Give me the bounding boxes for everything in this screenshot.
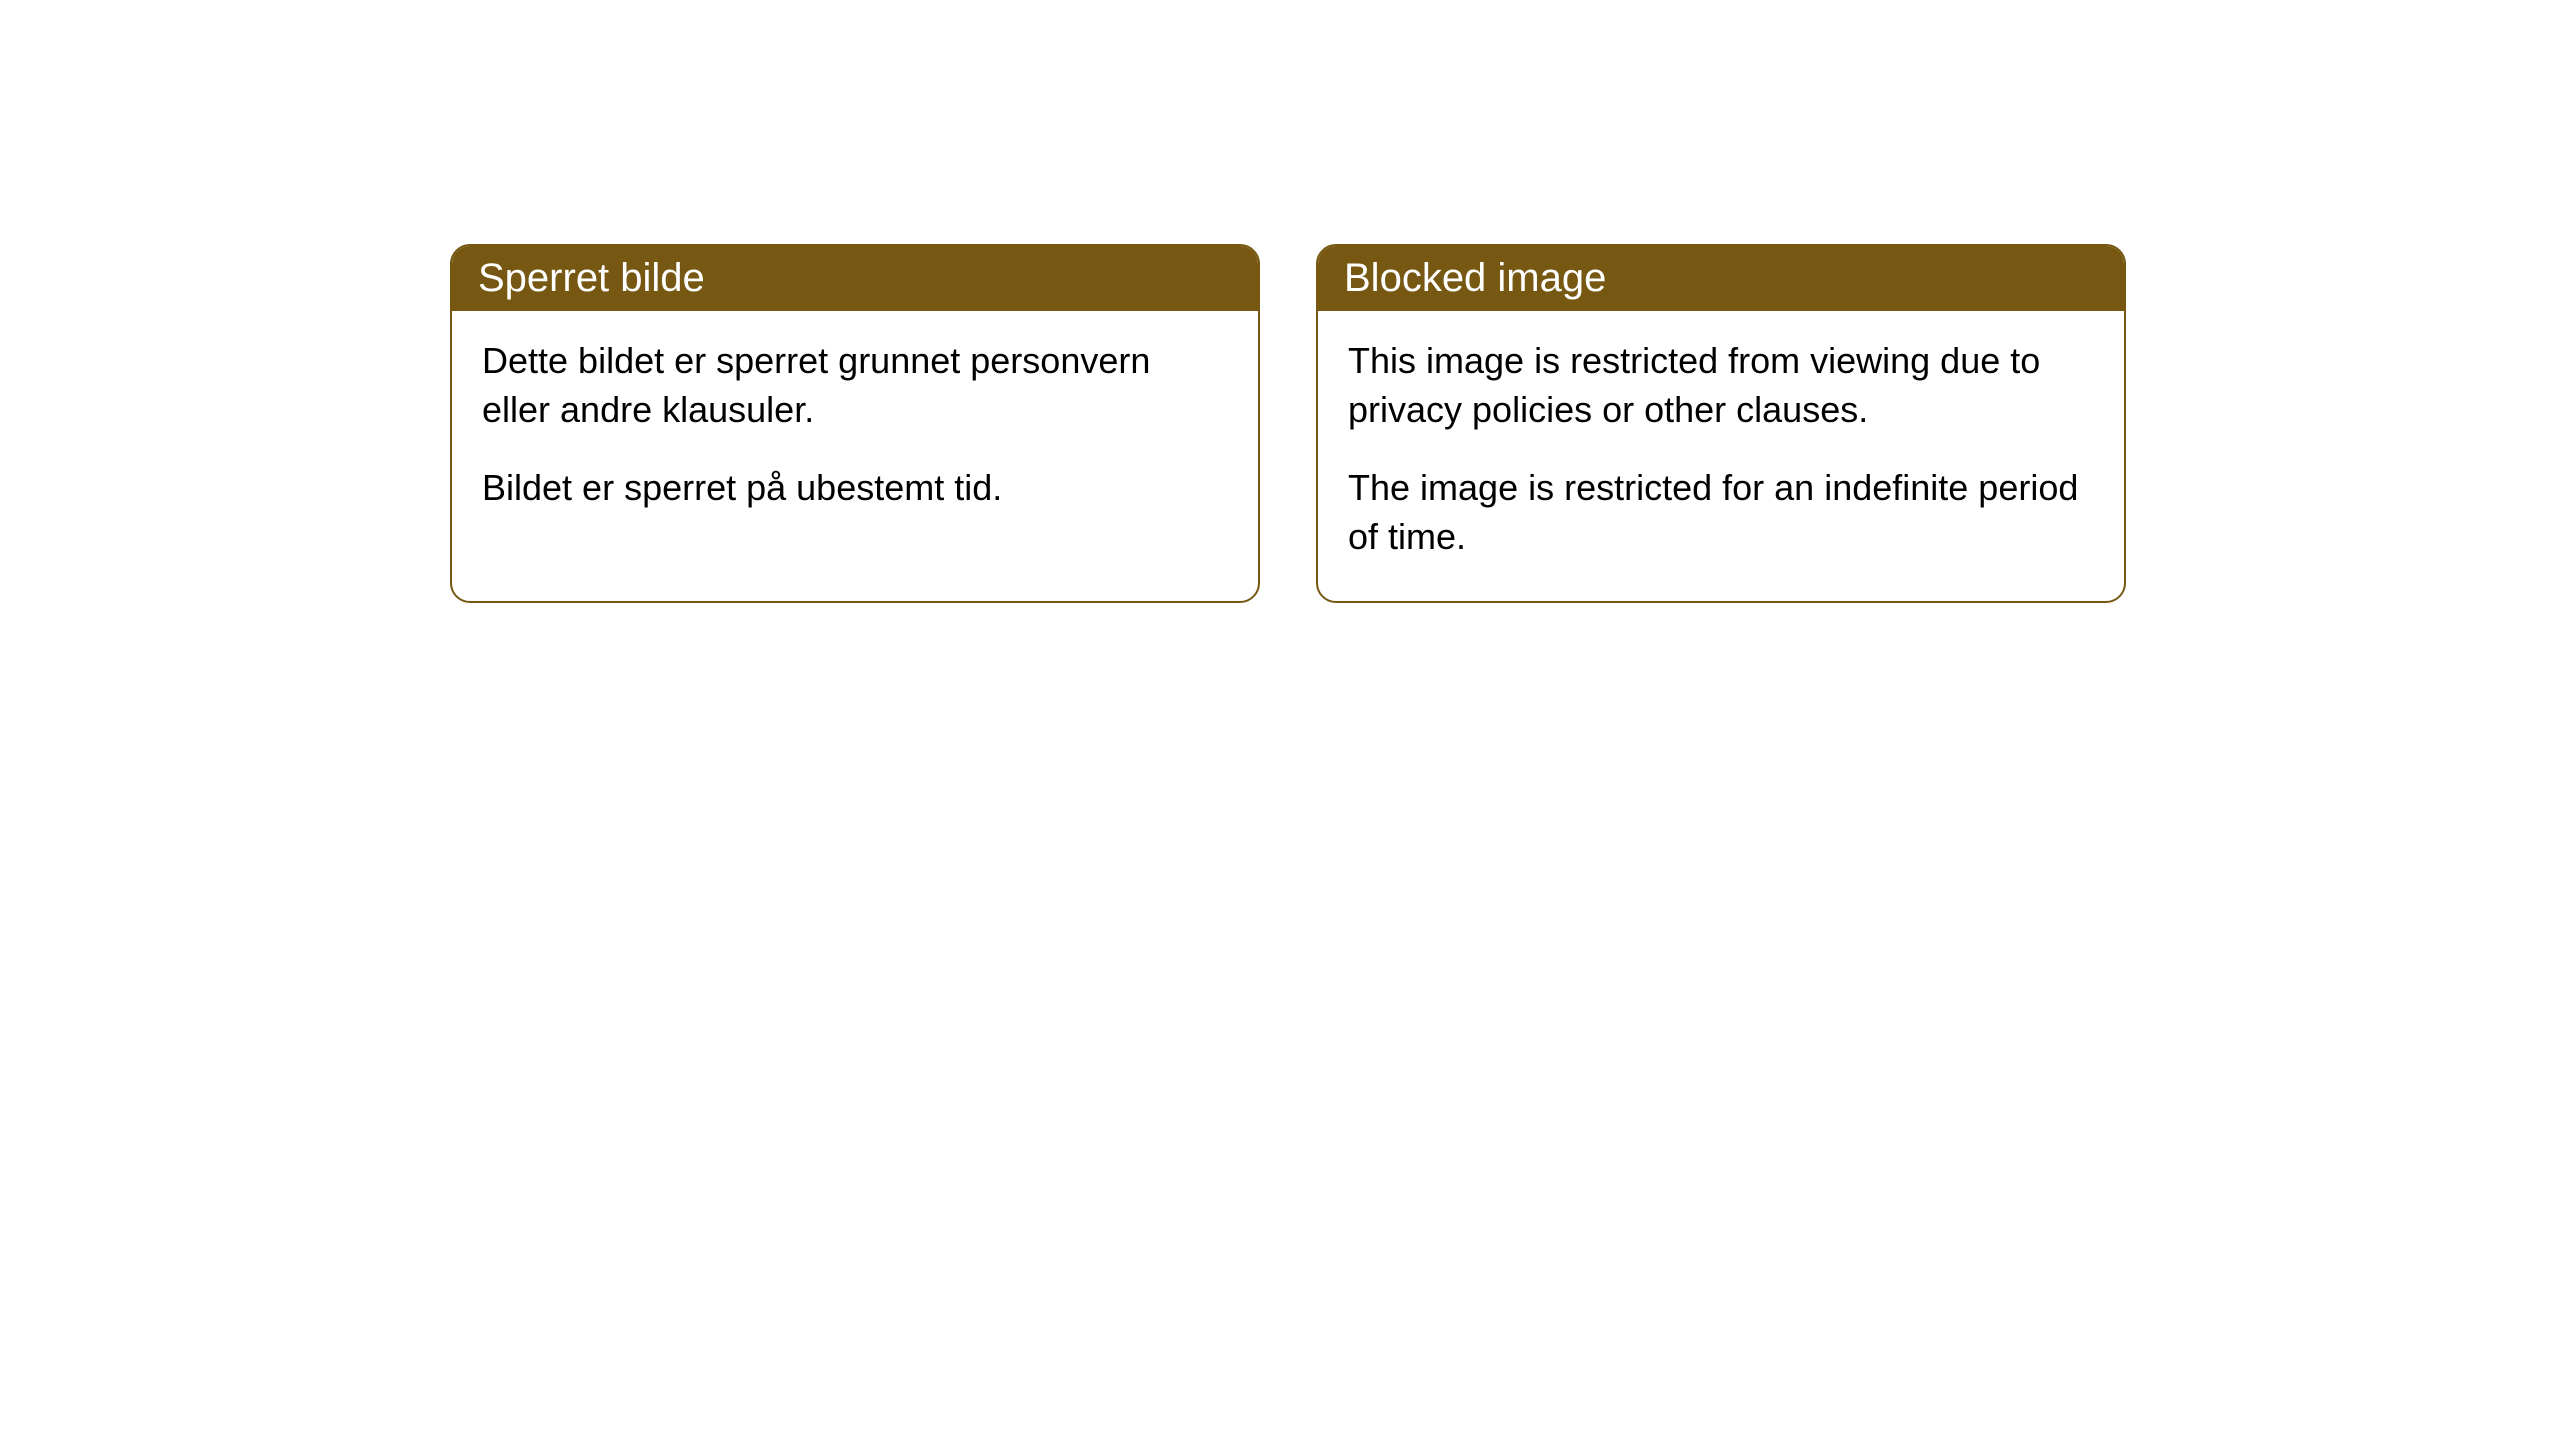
- card-paragraph: This image is restricted from viewing du…: [1348, 337, 2094, 434]
- card-paragraph: The image is restricted for an indefinit…: [1348, 464, 2094, 561]
- card-body: This image is restricted from viewing du…: [1318, 311, 2124, 601]
- card-body: Dette bildet er sperret grunnet personve…: [452, 311, 1258, 553]
- card-title: Blocked image: [1344, 256, 1606, 300]
- cards-container: Sperret bilde Dette bildet er sperret gr…: [450, 244, 2126, 603]
- blocked-image-card-norwegian: Sperret bilde Dette bildet er sperret gr…: [450, 244, 1260, 603]
- card-header: Sperret bilde: [452, 246, 1258, 311]
- blocked-image-card-english: Blocked image This image is restricted f…: [1316, 244, 2126, 603]
- card-header: Blocked image: [1318, 246, 2124, 311]
- card-title: Sperret bilde: [478, 256, 705, 300]
- card-paragraph: Dette bildet er sperret grunnet personve…: [482, 337, 1228, 434]
- card-paragraph: Bildet er sperret på ubestemt tid.: [482, 464, 1228, 513]
